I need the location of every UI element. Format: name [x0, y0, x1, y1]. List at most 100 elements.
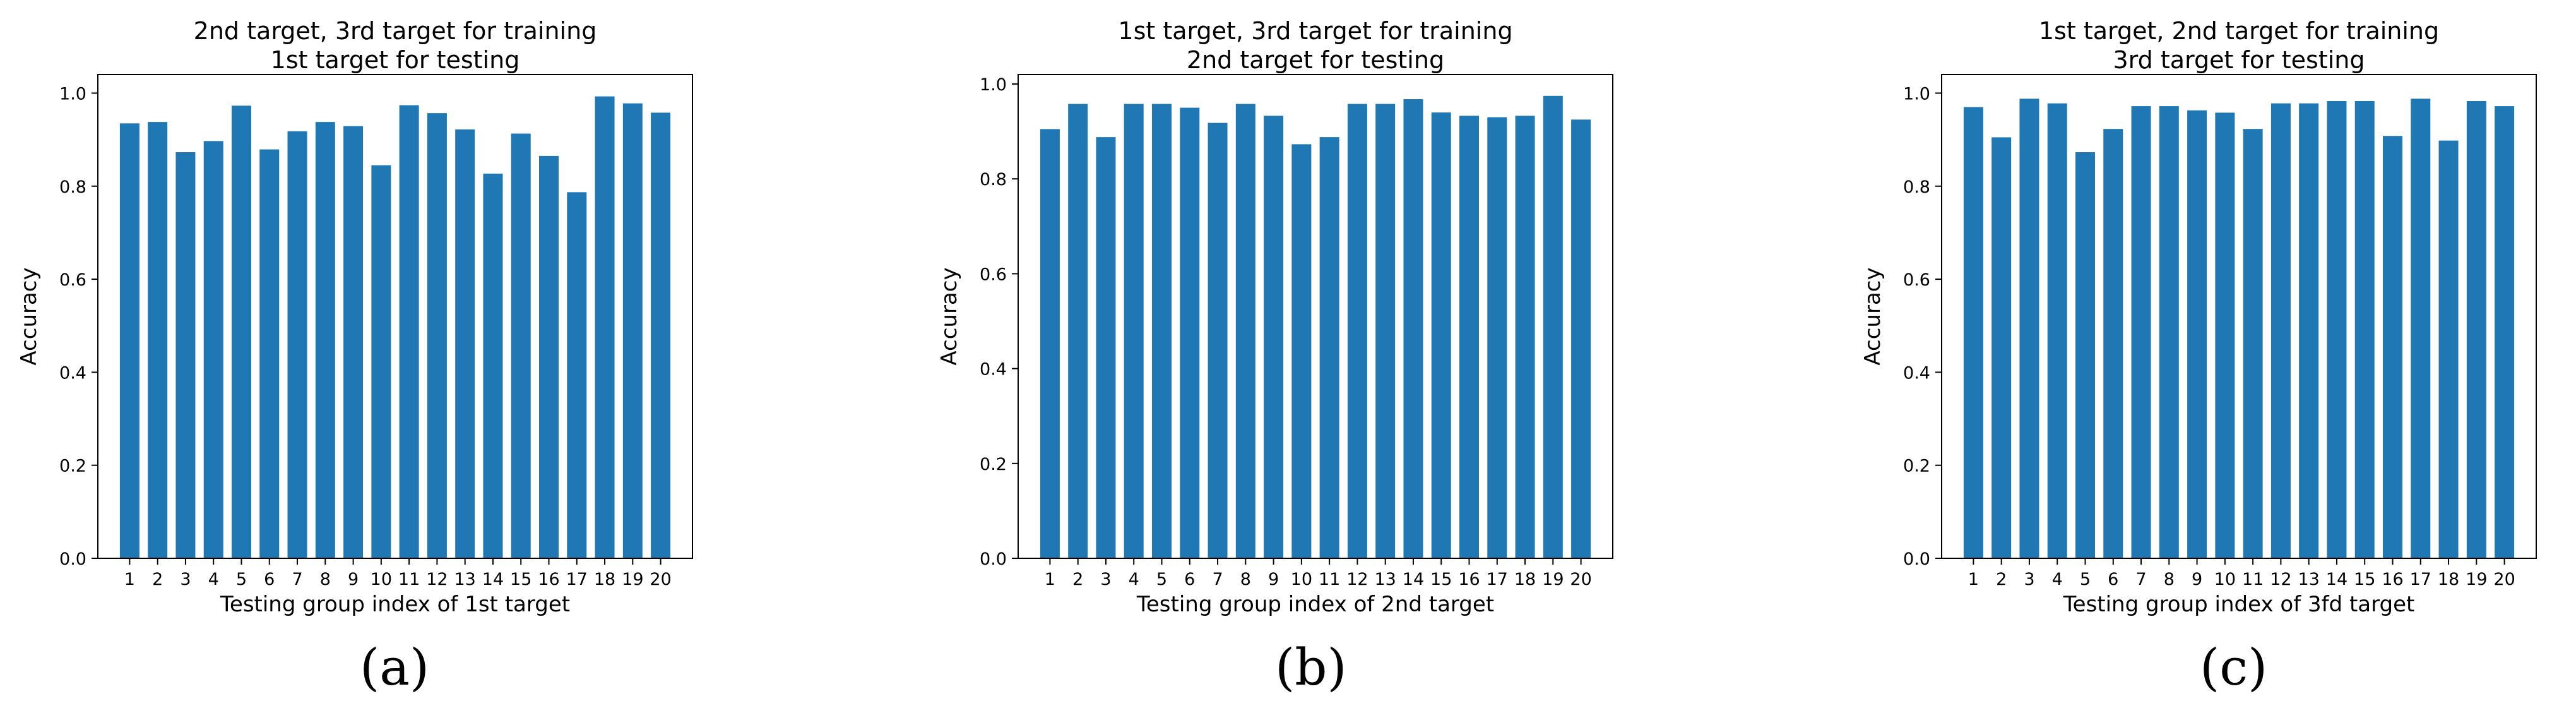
chart-a-bar-6	[259, 149, 280, 558]
chart-b-xtick-label-17: 17	[1487, 570, 1508, 589]
chart-a-xtick-label-4: 4	[208, 570, 219, 589]
chart-b-bar-16	[1459, 116, 1480, 558]
chart-a-bar-3	[175, 152, 196, 558]
chart-b-xtick-label-15: 15	[1430, 570, 1452, 589]
chart-c-bar-3	[2019, 99, 2039, 559]
chart-c-bar-7	[2131, 106, 2151, 559]
chart-b-bar-19	[1543, 95, 1563, 558]
chart-b-xtick-label-7: 7	[1212, 570, 1223, 589]
chart-c-xtick-label-5: 5	[2080, 570, 2091, 589]
chart-b-xtick-label-9: 9	[1268, 570, 1279, 589]
chart-b-x-axis-label: Testing group index of 2nd target	[1136, 592, 1494, 617]
chart-b-bar-8	[1235, 104, 1255, 558]
chart-c-xtick-label-9: 9	[2192, 570, 2202, 589]
chart-c-xtick-label-20: 20	[2493, 570, 2515, 589]
chart-c-bar-2	[1991, 137, 2012, 559]
chart-a-ytick-label-0: 0.0	[59, 549, 86, 569]
chart-b-bar-18	[1515, 116, 1535, 558]
chart-c-y-axis-label: Accuracy	[1860, 267, 1885, 365]
chart-b-xtick-label-19: 19	[1542, 570, 1564, 589]
chart-a-xtick-label-6: 6	[264, 570, 275, 589]
chart-b-xtick-label-5: 5	[1156, 570, 1167, 589]
chart-c-bar-4	[2047, 103, 2067, 558]
chart-c-xtick-label-4: 4	[2052, 570, 2063, 589]
chart-panel-c: 1st target, 2nd target for training 3rd t…	[1717, 0, 2576, 708]
chart-b-xtick-label-10: 10	[1291, 570, 1312, 589]
chart-a-title-line-2: 1st target for testing	[271, 46, 520, 74]
chart-b-ytick-label-0: 0.0	[980, 549, 1007, 569]
chart-a-title-line-1: 2nd target, 3rd target for training	[194, 17, 597, 45]
chart-c-x-axis-label: Testing group index of 3fd target	[2063, 592, 2415, 617]
chart-b-bar-3	[1096, 137, 1116, 559]
chart-c-bar-5	[2075, 152, 2095, 558]
chart-b-bar-6	[1180, 107, 1200, 559]
chart-a-bar-13	[455, 129, 475, 558]
chart-b-bar-2	[1068, 104, 1088, 558]
chart-c-bar-14	[2327, 100, 2347, 559]
chart-c-xtick-label-15: 15	[2354, 570, 2375, 589]
chart-c-ytick-label-1: 0.2	[1903, 457, 1930, 476]
chart-c-xtick-label-14: 14	[2326, 570, 2347, 589]
chart-b-xtick-label-3: 3	[1100, 570, 1111, 589]
panel-label-a: (a)	[360, 638, 430, 697]
chart-c-axes-frame	[1941, 74, 2537, 559]
chart-b-bar-14	[1403, 99, 1423, 559]
chart-c-xtick-label-17: 17	[2410, 570, 2431, 589]
chart-c-bar-12	[2270, 103, 2291, 558]
chart-c-xtick-label-3: 3	[2024, 570, 2034, 589]
chart-b-y-axis-label: Accuracy	[937, 267, 962, 365]
chart-a-ytick-label-5: 1.0	[59, 84, 86, 104]
chart-a-xtick-label-20: 20	[650, 570, 671, 589]
chart-c-xtick-label-7: 7	[2135, 570, 2146, 589]
chart-b-xtick-label-18: 18	[1514, 570, 1536, 589]
chart-a-x-axis-label: Testing group index of 1st target	[220, 592, 570, 617]
chart-b-bar-7	[1208, 123, 1228, 559]
chart-c-bar-18	[2438, 140, 2459, 559]
chart-c-bar-10	[2215, 112, 2235, 559]
chart-b-bar-20	[1571, 119, 1591, 558]
chart-c-bar-1	[1963, 107, 1983, 559]
chart-b-bar-15	[1431, 112, 1451, 558]
chart-b-title-line-1: 1st target, 3rd target for training	[1118, 17, 1512, 45]
chart-c-bar-9	[2187, 110, 2207, 559]
chart-c-xtick-label-12: 12	[2270, 570, 2291, 589]
chart-b-ytick-label-5: 1.0	[980, 75, 1007, 95]
chart-a-xtick-label-16: 16	[538, 570, 559, 589]
chart-b-xtick-label-2: 2	[1072, 570, 1083, 589]
chart-a-xtick-label-5: 5	[236, 570, 247, 589]
chart-b-ytick-label-4: 0.8	[980, 170, 1007, 189]
chart-b-bar-4	[1124, 104, 1144, 558]
chart-c-xtick-label-18: 18	[2438, 570, 2459, 589]
chart-c-xtick-label-6: 6	[2108, 570, 2118, 589]
chart-b-xtick-label-11: 11	[1319, 570, 1340, 589]
chart-c-xtick-label-11: 11	[2242, 570, 2264, 589]
chart-a-xtick-label-3: 3	[180, 570, 191, 589]
chart-b-bar-12	[1347, 104, 1367, 558]
chart-a-xtick-label-13: 13	[454, 570, 476, 589]
chart-c-title-line-2: 3rd target for testing	[2113, 46, 2365, 74]
chart-c-bar-19	[2466, 100, 2486, 559]
chart-a-bar-19	[622, 103, 643, 558]
chart-a-bar-5	[231, 105, 251, 558]
chart-a-ytick-label-4: 0.8	[59, 177, 86, 197]
panel-label-c: (c)	[2200, 638, 2268, 697]
chart-c-ytick-label-2: 0.4	[1903, 363, 1930, 383]
chart-a-bar-1	[119, 123, 139, 558]
chart-b-ytick-label-1: 0.2	[980, 455, 1007, 474]
chart-c-xtick-label-10: 10	[2214, 570, 2236, 589]
chart-a-bar-4	[203, 141, 223, 558]
chart-c-xtick-label-13: 13	[2298, 570, 2320, 589]
chart-b-bar-13	[1375, 104, 1396, 558]
chart-c-ytick-label-4: 0.8	[1903, 177, 1930, 197]
chart-a-xtick-label-15: 15	[510, 570, 531, 589]
chart-b-bar-11	[1319, 137, 1339, 559]
chart-a-xtick-label-1: 1	[124, 570, 135, 589]
chart-a-ytick-label-1: 0.2	[59, 457, 86, 476]
chart-b-xtick-label-12: 12	[1346, 570, 1368, 589]
chart-a-bar-17	[567, 192, 587, 558]
panel-label-b: (b)	[1275, 638, 1347, 697]
chart-a-bar-12	[427, 113, 447, 558]
chart-c-bar-17	[2411, 99, 2431, 559]
chart-a-xtick-label-9: 9	[348, 570, 359, 589]
